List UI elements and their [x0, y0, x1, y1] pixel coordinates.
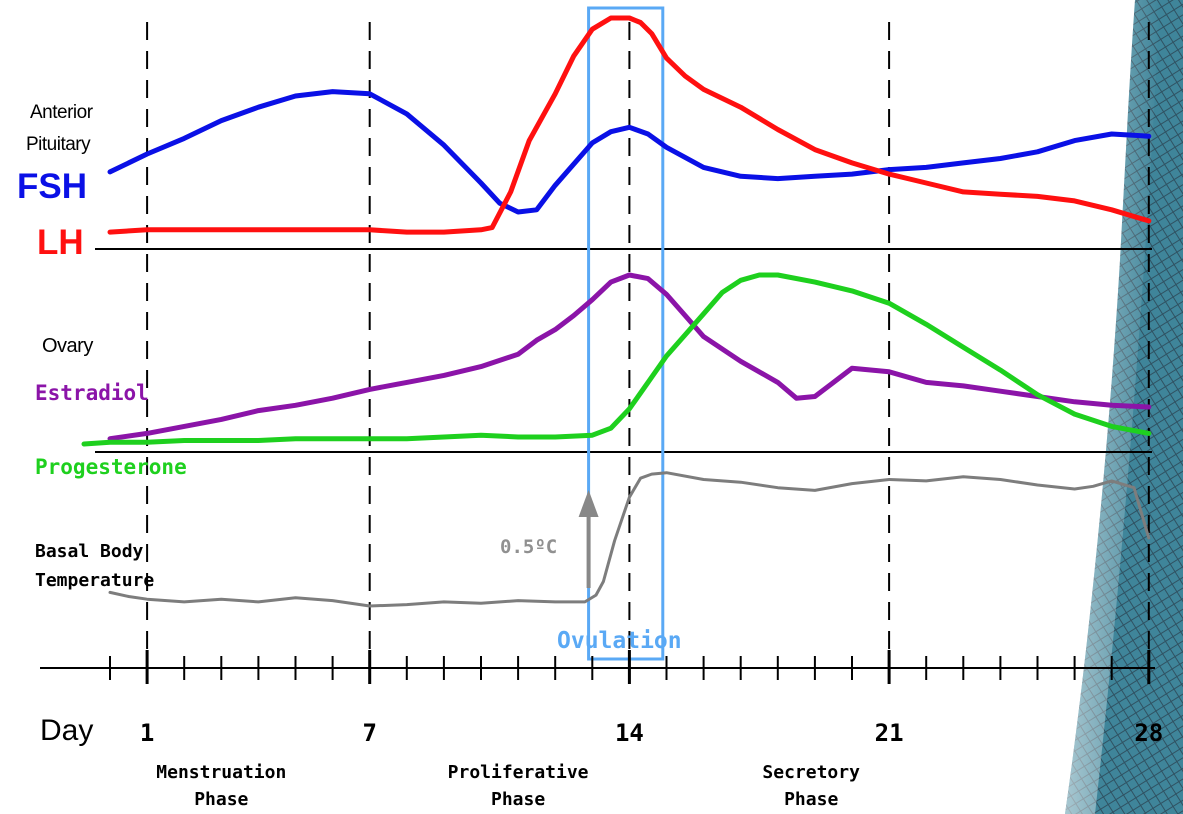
timeline-axis [40, 650, 1155, 684]
temperature-rise-arrow [578, 490, 599, 588]
tick-label-day-21: 21 [875, 719, 904, 747]
tick-label-day-28: 28 [1134, 719, 1163, 747]
temperature-label-line2: Temperature [35, 570, 154, 591]
phase-labels: Menstruation Phase Proliferative Phase Secre… [156, 762, 860, 810]
temperature-rise-label: 0.5ºC [500, 536, 557, 558]
timeline-labels: Day 1 7 14 21 28 Menstruation Phase Proliferat… [40, 714, 1163, 810]
legend-estradiol: Estradiol [35, 381, 149, 405]
phase-label-1-line1: Proliferative [448, 762, 589, 783]
ovulation-box [587, 6, 665, 661]
legend-progesterone: Progesterone [35, 455, 187, 479]
ovary-label: Ovary [42, 335, 93, 357]
panel-dividers [95, 248, 1152, 453]
legend-lh: LH [37, 223, 84, 262]
phase-label-2-line1: Secretory [762, 762, 860, 783]
series-fsh [107, 89, 1152, 215]
phase-label-2-line2: Phase [784, 789, 838, 810]
series-estradiol [107, 272, 1152, 442]
tick-label-day-1: 1 [140, 719, 154, 747]
day-axis-label: Day [40, 714, 93, 747]
ovulation-label: Ovulation [557, 628, 682, 654]
series-basal-body-temperature [108, 471, 1151, 608]
day-tick-labels: 1 7 14 21 28 [140, 719, 1163, 747]
series-progesterone [81, 272, 1152, 447]
legend-fsh: FSH [17, 167, 87, 206]
tick-label-day-14: 14 [615, 719, 644, 747]
day-gridlines [146, 22, 1150, 680]
panel-labels: Anterior Pituitary FSH LH Ovary Estradio… [17, 102, 682, 654]
series-layer [81, 15, 1152, 608]
pituitary-label-line2: Pituitary [26, 134, 91, 155]
series-lh [107, 15, 1152, 235]
phase-label-0-line2: Phase [194, 789, 248, 810]
phase-label-0-line1: Menstruation [156, 762, 286, 783]
temperature-label-line1: Basal Body [35, 541, 144, 562]
pituitary-label-line1: Anterior [30, 102, 94, 123]
tick-label-day-7: 7 [362, 719, 376, 747]
phase-label-1-line2: Phase [491, 789, 545, 810]
